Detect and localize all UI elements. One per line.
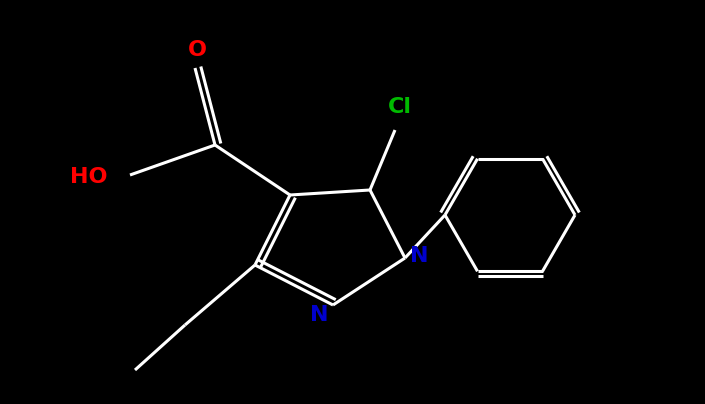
Text: HO: HO (70, 167, 108, 187)
Text: N: N (410, 246, 428, 266)
Text: Cl: Cl (388, 97, 412, 117)
Text: O: O (188, 40, 207, 60)
Text: N: N (309, 305, 329, 325)
